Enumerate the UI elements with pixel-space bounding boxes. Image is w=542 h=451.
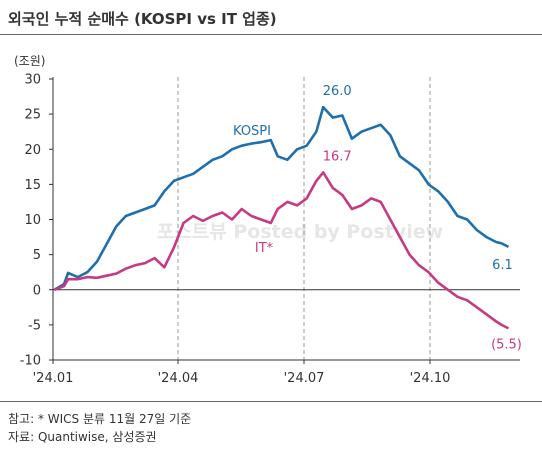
- x-tick-label: '24.07: [284, 371, 325, 386]
- end-label-kospi: 6.1: [492, 258, 513, 273]
- y-tick-label: 10: [24, 213, 41, 228]
- y-tick-labels: -10 -5 0 5 10 15 20 25 30: [20, 73, 53, 369]
- series-line-kospi: [53, 105, 510, 291]
- watermark-text: 포스트뷰 Posted by Postview: [157, 221, 443, 243]
- line-chart: 포스트뷰 Posted by Postview -10 -5 0 5 10 15 20 25 3…: [20, 73, 522, 387]
- y-tick-label: 5: [33, 248, 41, 263]
- series-line-it: [53, 171, 510, 330]
- vertical-reference-lines: [177, 77, 431, 360]
- y-tick-label: 25: [24, 108, 41, 123]
- series-lines: [53, 105, 510, 330]
- y-tick-label: -10: [20, 354, 41, 369]
- series-name-it: IT*: [255, 241, 274, 256]
- x-tick-labels: '24.01 '24.04 '24.07 '24.10: [33, 360, 451, 386]
- y-tick-label: 0: [33, 283, 41, 298]
- peak-label-kospi: 26.0: [323, 84, 352, 99]
- series-labels: KOSPI IT* 26.0 16.7 6.1 (5.5): [233, 84, 522, 352]
- series-name-kospi: KOSPI: [233, 124, 271, 139]
- footnote-reference: 참고: * WICS 분류 11월 27일 기준: [8, 412, 192, 426]
- x-tick-label: '24.04: [158, 371, 199, 386]
- footnote-source: 자료: Quantiwise, 삼성증권: [8, 430, 157, 444]
- x-tick-label: '24.01: [33, 371, 74, 386]
- bottom-divider: [0, 401, 542, 402]
- axes: [52, 77, 520, 361]
- top-divider: [0, 34, 542, 35]
- peak-label-it: 16.7: [323, 149, 352, 164]
- x-tick-label: '24.10: [410, 371, 451, 386]
- y-tick-label: 30: [24, 73, 41, 88]
- y-tick-label: -5: [28, 318, 41, 333]
- end-label-it: (5.5): [491, 337, 522, 352]
- y-tick-label: 20: [24, 143, 41, 158]
- chart-title: 외국인 누적 순매수 (KOSPI vs IT 업종): [8, 10, 277, 28]
- y-tick-label: 15: [24, 178, 41, 193]
- y-axis-unit-label: (조원): [14, 54, 46, 68]
- watermark: 포스트뷰 Posted by Postview: [157, 221, 443, 243]
- footnotes: 참고: * WICS 분류 11월 27일 기준 자료: Quantiwise,…: [8, 410, 191, 446]
